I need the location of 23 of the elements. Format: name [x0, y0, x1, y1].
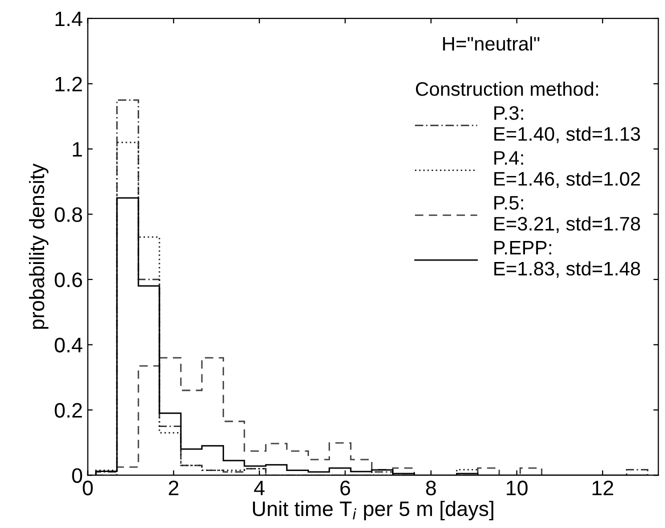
x-tick-label: 0 [82, 480, 93, 496]
y-tick-label: 0.4 [54, 338, 82, 352]
x-tick-label: 4 [254, 480, 265, 496]
x-tick-label: 6 [340, 480, 350, 496]
y-tick-label: 1.4 [56, 12, 82, 26]
annotation: H="neutral" [443, 36, 540, 51]
x-tick-label: 8 [426, 480, 436, 496]
y-tick-label: 0.8 [54, 207, 82, 222]
y-tick-label: 1.2 [56, 76, 82, 92]
legend-label: P.5: E=3.21, std=1.78 [494, 196, 640, 233]
x-axis-title: Unit time T$_{i}$ per 5 m [days] [253, 500, 494, 520]
legend-label: P.3: E=1.40, std=1.13 [494, 106, 640, 144]
y-tick-label: 0 [72, 468, 82, 483]
legend-label: P.EPP: E=1.83, std=1.48 [494, 241, 640, 278]
y-tick-label: 1 [72, 142, 82, 157]
y-tick-label: 0.6 [54, 272, 82, 288]
x-tick-label: 12 [592, 480, 614, 496]
y-axis-title: probability density [28, 163, 48, 329]
x-tick-label: 10 [506, 480, 528, 496]
y-tick-label: 0.2 [54, 402, 82, 418]
legend-title: Construction method: [416, 82, 598, 96]
x-tick-label: 2 [168, 480, 178, 496]
legend-label: P.4: E=1.46, std=1.02 [494, 151, 640, 188]
